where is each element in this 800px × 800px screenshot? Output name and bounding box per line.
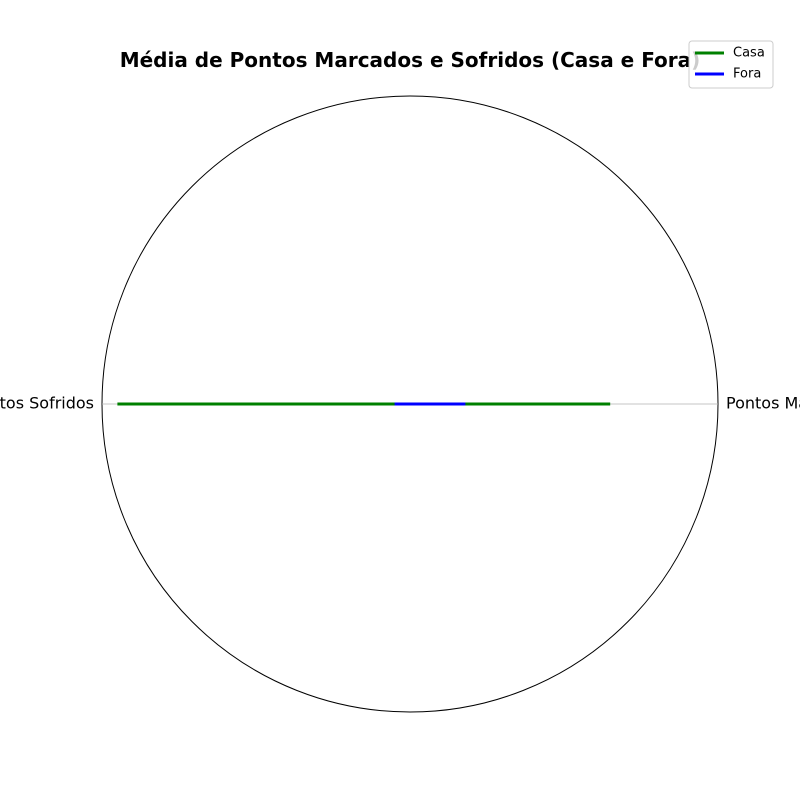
legend: Casa Fora [688,40,774,89]
category-labels: Pontos Marcados Pontos Sofridos [0,394,800,413]
category-label-1: Pontos Sofridos [0,394,94,413]
legend-label-fora: Fora [733,67,761,82]
category-label-0: Pontos Marcados [726,394,800,413]
legend-label-casa: Casa [733,46,765,61]
chart-title: Média de Pontos Marcados e Sofridos (Cas… [120,48,701,72]
